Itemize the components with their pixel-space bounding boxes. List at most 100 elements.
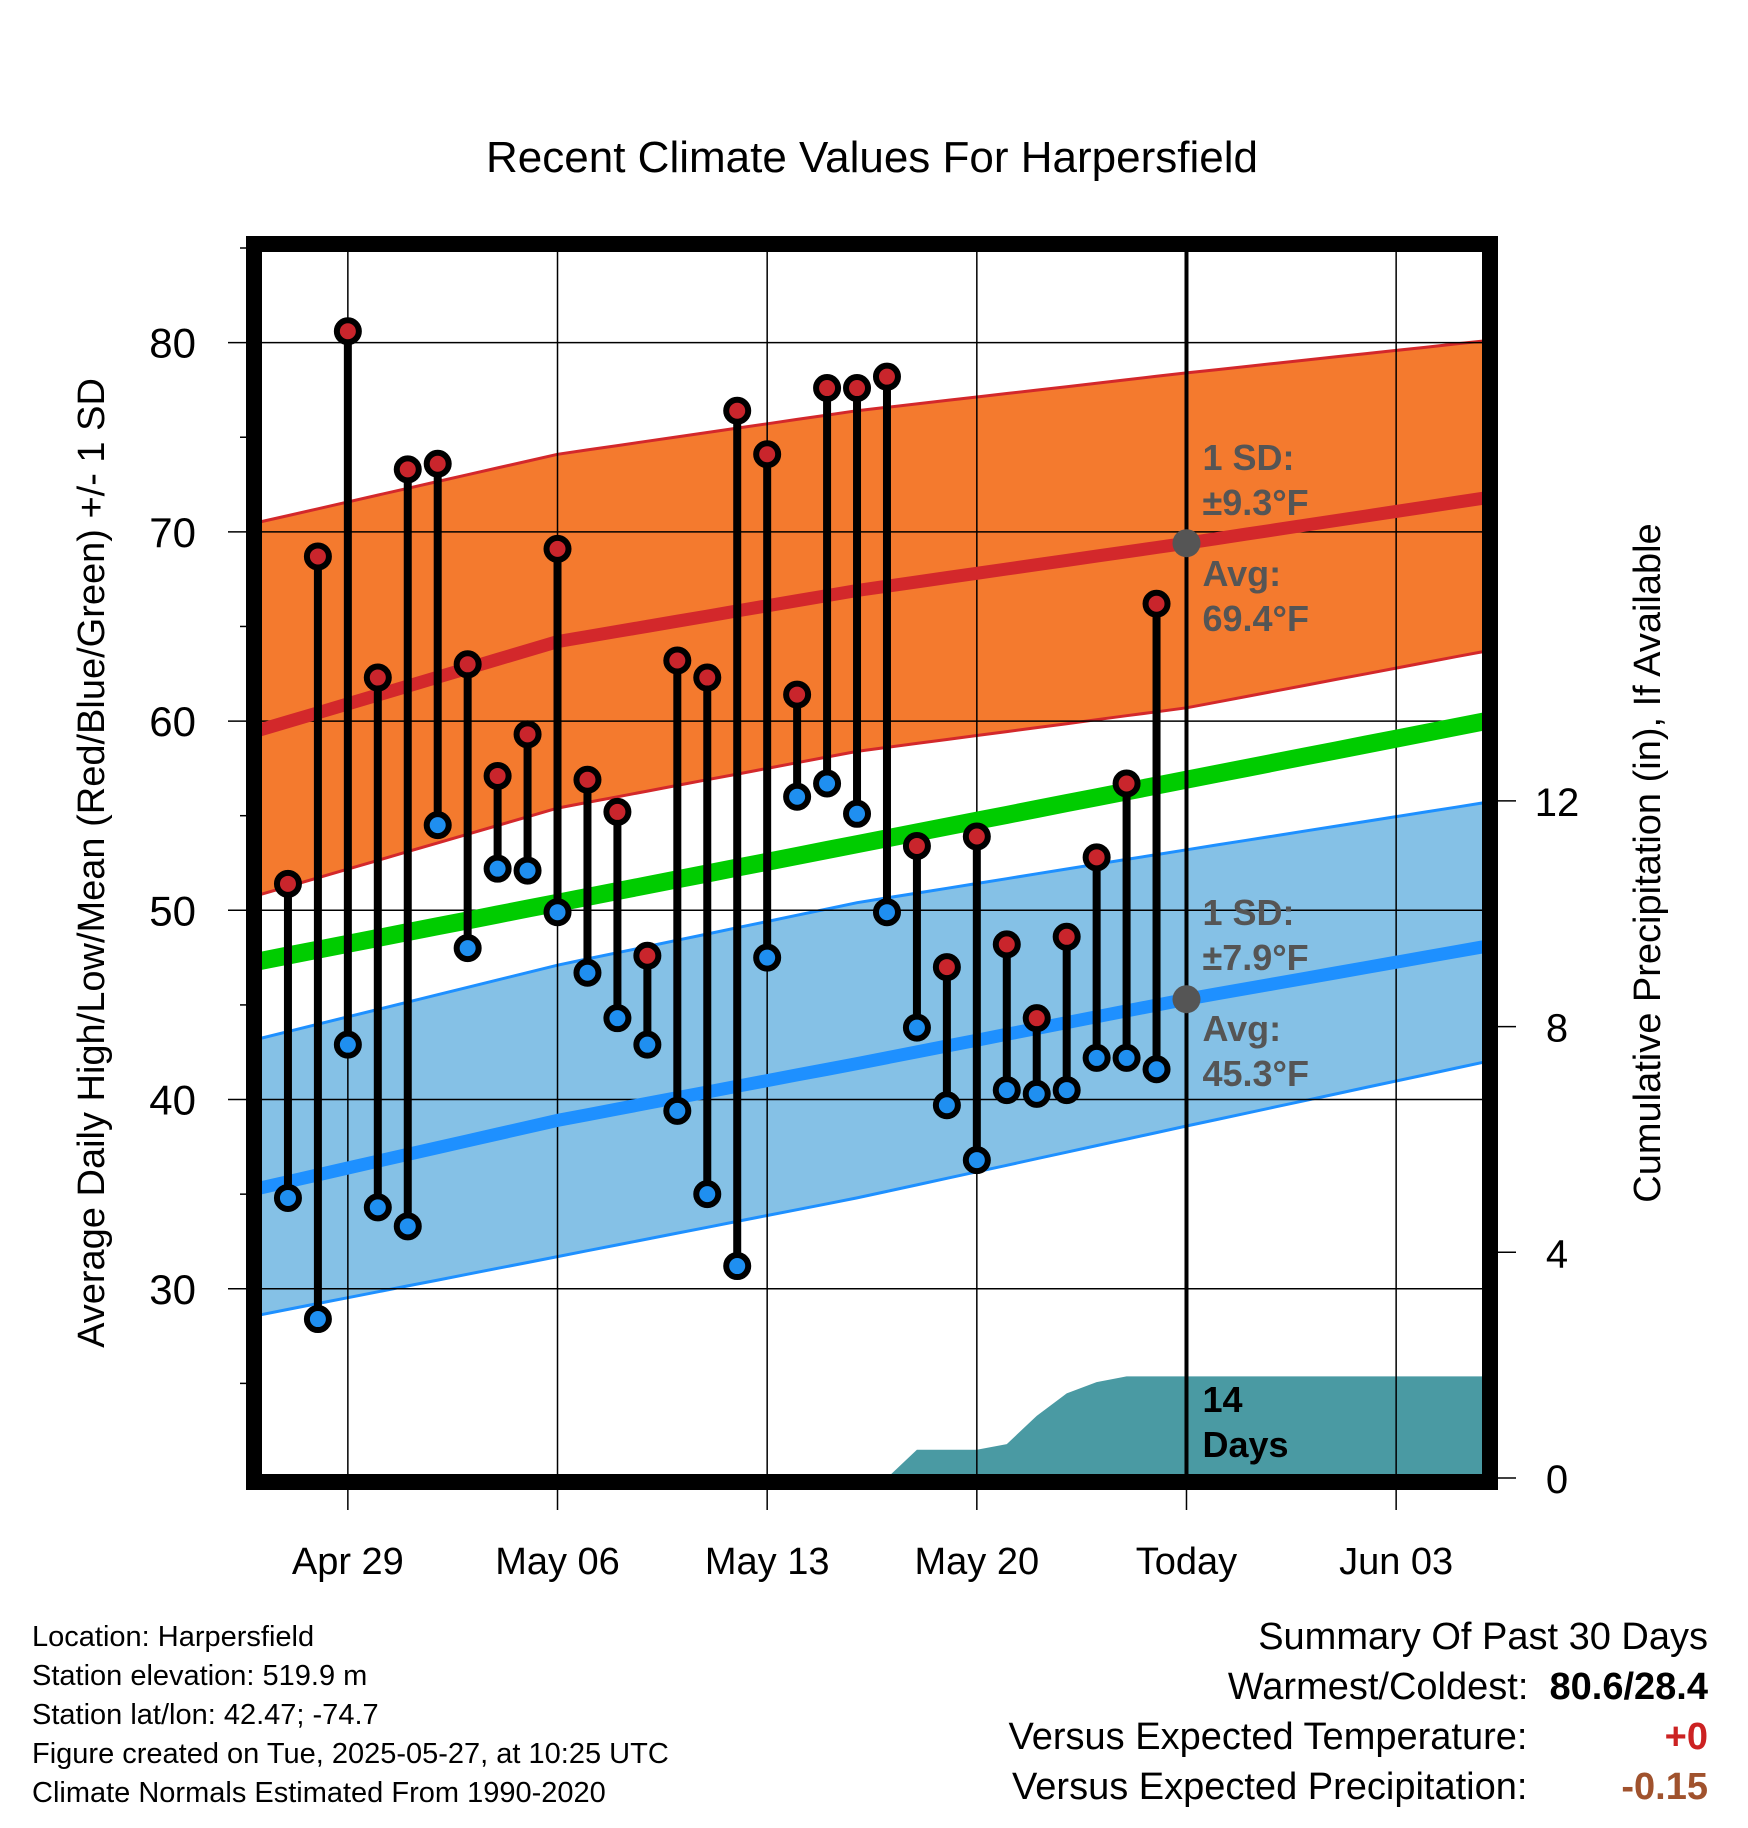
x-tick-label: May 20 bbox=[915, 1541, 1040, 1583]
obs-low-point bbox=[393, 1212, 422, 1241]
obs-low-point bbox=[693, 1180, 722, 1209]
obs-low-point bbox=[1142, 1055, 1171, 1084]
x-tick-label: Jun 03 bbox=[1339, 1541, 1453, 1583]
low-avg-marker bbox=[1172, 985, 1201, 1014]
obs-high-point bbox=[1112, 769, 1141, 798]
obs-high-point bbox=[1082, 843, 1111, 872]
obs-high-point bbox=[872, 362, 901, 391]
y2-axis-label: Cumulative Precipitation (in), If Availa… bbox=[1627, 523, 1669, 1202]
obs-high-point bbox=[573, 765, 602, 794]
summary-precip: Versus Expected Precipitation: -0.15 bbox=[1009, 1762, 1708, 1812]
normal-mean-line bbox=[256, 712, 1488, 971]
obs-high-point bbox=[543, 534, 572, 563]
temp-label: Versus Expected Temperature: bbox=[1008, 1716, 1528, 1758]
y-tick-label: 50 bbox=[149, 887, 196, 934]
obs-high-point bbox=[363, 663, 392, 692]
obs-low-point bbox=[1112, 1043, 1141, 1072]
summary-temp: Versus Expected Temperature: +0 bbox=[1009, 1712, 1708, 1762]
normals-text: Climate Normals Estimated From 1990-2020 bbox=[32, 1777, 606, 1809]
low-upper-edge bbox=[257, 800, 1487, 1041]
obs-high-point bbox=[633, 941, 662, 970]
y2-tick-label: 0 bbox=[1546, 1458, 1568, 1502]
summary-warm-cold: Warmest/Coldest: 80.6/28.4 bbox=[1009, 1662, 1708, 1712]
obs-low-point bbox=[603, 1004, 632, 1033]
days-label: Days bbox=[1202, 1424, 1288, 1465]
x-tick-label: May 13 bbox=[705, 1541, 830, 1583]
latlon-text: Station lat/lon: 42.47; -74.7 bbox=[32, 1699, 379, 1731]
high-avg-marker bbox=[1172, 529, 1201, 558]
obs-low-point bbox=[1052, 1076, 1081, 1105]
warm-cold-value: 80.6/28.4 bbox=[1549, 1666, 1708, 1708]
obs-low-point bbox=[902, 1013, 931, 1042]
obs-high-point bbox=[273, 869, 302, 898]
obs-high-point bbox=[513, 720, 542, 749]
x-tick-label: Today bbox=[1136, 1541, 1237, 1583]
obs-low-point bbox=[992, 1076, 1021, 1105]
low-avg-label: Avg: bbox=[1202, 1008, 1281, 1049]
obs-high-point bbox=[393, 455, 422, 484]
y-tick-label: 40 bbox=[149, 1077, 196, 1124]
obs-high-point bbox=[723, 396, 752, 425]
obs-low-point bbox=[813, 769, 842, 798]
obs-low-point bbox=[843, 799, 872, 828]
y-tick-label: 80 bbox=[149, 320, 196, 367]
obs-high-point bbox=[1022, 1004, 1051, 1033]
y-axis-label: Average Daily High/Low/Mean (Red/Blue/Gr… bbox=[71, 378, 113, 1348]
obs-high-point bbox=[902, 831, 931, 860]
y-tick-label: 60 bbox=[149, 698, 196, 745]
obs-low-point bbox=[483, 854, 512, 883]
summary-title: Summary Of Past 30 Days bbox=[1258, 1616, 1708, 1658]
elevation-text: Station elevation: 519.9 m bbox=[32, 1660, 368, 1692]
obs-high-point bbox=[1052, 922, 1081, 951]
high-avg-label: Avg: bbox=[1202, 553, 1281, 594]
obs-low-point bbox=[783, 782, 812, 811]
obs-high-point bbox=[483, 761, 512, 790]
precip-label: Versus Expected Precipitation: bbox=[1012, 1766, 1528, 1808]
chart-title: Recent Climate Values For Harpersfield bbox=[486, 133, 1258, 182]
precip-value: -0.15 bbox=[1621, 1766, 1708, 1808]
obs-high-point bbox=[1142, 589, 1171, 618]
days-count: 14 bbox=[1202, 1379, 1242, 1420]
obs-low-point bbox=[1082, 1043, 1111, 1072]
obs-high-point bbox=[303, 542, 332, 571]
temp-value: +0 bbox=[1664, 1716, 1708, 1758]
obs-low-point bbox=[932, 1091, 961, 1120]
obs-high-point bbox=[423, 449, 452, 478]
obs-high-point bbox=[843, 374, 872, 403]
obs-low-point bbox=[872, 898, 901, 927]
plot-frame bbox=[246, 236, 1498, 1490]
obs-low-point bbox=[363, 1193, 392, 1222]
normal-low-line bbox=[256, 939, 1488, 1195]
low-avg-value: 45.3°F bbox=[1202, 1053, 1308, 1094]
high-upper-edge bbox=[257, 339, 1487, 524]
obs-low-point bbox=[423, 811, 452, 840]
obs-high-point bbox=[603, 797, 632, 826]
summary-panel: Summary Of Past 30 Days Warmest/Coldest:… bbox=[1009, 1612, 1708, 1812]
obs-low-point bbox=[753, 943, 782, 972]
obs-high-point bbox=[453, 650, 482, 679]
location-text: Location: Harpersfield bbox=[32, 1621, 315, 1653]
y2-tick-label: 12 bbox=[1535, 781, 1580, 825]
y2-tick-label: 8 bbox=[1546, 1007, 1568, 1051]
high-sd-band bbox=[258, 340, 1486, 896]
obs-low-point bbox=[633, 1030, 662, 1059]
x-tick-label: May 06 bbox=[495, 1541, 620, 1583]
obs-low-point bbox=[543, 898, 572, 927]
obs-low-point bbox=[453, 934, 482, 963]
obs-high-point bbox=[962, 822, 991, 851]
low-sd-label: 1 SD: bbox=[1202, 892, 1294, 933]
high-avg-value: 69.4°F bbox=[1202, 598, 1308, 639]
obs-high-point bbox=[992, 930, 1021, 959]
x-tick-label: Apr 29 bbox=[292, 1541, 404, 1583]
station-info: Location: Harpersfield Station elevation… bbox=[32, 1618, 669, 1813]
warm-cold-label: Warmest/Coldest: bbox=[1227, 1666, 1529, 1708]
obs-high-point bbox=[932, 953, 961, 982]
obs-high-point bbox=[753, 440, 782, 469]
obs-high-point bbox=[333, 317, 362, 346]
obs-low-point bbox=[1022, 1079, 1051, 1108]
obs-high-point bbox=[783, 680, 812, 709]
obs-high-point bbox=[663, 646, 692, 675]
obs-low-point bbox=[273, 1183, 302, 1212]
obs-low-point bbox=[962, 1146, 991, 1175]
